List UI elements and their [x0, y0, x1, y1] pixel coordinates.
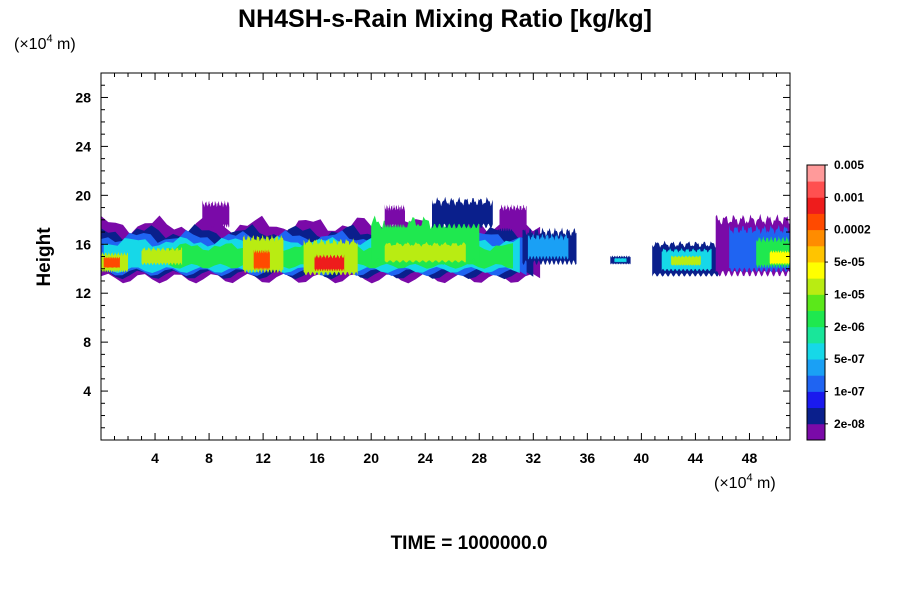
colorbar-swatch: [807, 326, 825, 344]
cloud-contour: [671, 255, 701, 266]
colorbar-swatch: [807, 294, 825, 311]
colorbar-label: 5e-05: [834, 255, 865, 269]
x-tick-label: 16: [309, 450, 325, 466]
colorbar-label: 0.0002: [834, 223, 871, 237]
colorbar-label: 2e-08: [834, 417, 865, 431]
y-tick-label: 16: [75, 236, 91, 252]
cloud-contour: [432, 196, 493, 229]
chart-title: NH4SH-s-Rain Mixing Ratio [kg/kg]: [238, 5, 652, 33]
colorbar-swatch: [807, 423, 825, 441]
x-tick-label: 44: [688, 450, 704, 466]
colorbar-swatch: [807, 359, 825, 376]
cloud-contour: [103, 256, 120, 269]
colorbar-swatch: [807, 229, 825, 247]
colorbar-swatch: [807, 310, 825, 328]
colorbar-swatch: [807, 213, 825, 231]
cloud-contour: [499, 204, 527, 232]
colorbar-label: 2e-06: [834, 320, 865, 334]
colorbar-swatch: [807, 262, 825, 279]
colorbar-swatch: [807, 407, 825, 425]
cloud-contour: [202, 200, 230, 228]
colorbar-swatch: [807, 181, 825, 198]
x-tick-label: 12: [255, 450, 271, 466]
colorbar: 2e-08 1e-07 5e-07 2e-06 1e-05 5e-05 0.0002 0.00…: [806, 158, 871, 441]
x-tick-label: 28: [471, 450, 487, 466]
y-tick-label: 12: [75, 285, 91, 301]
x-tick-label: 8: [205, 450, 213, 466]
colorbar-label: 0.005: [834, 158, 864, 172]
x-tick-label: 36: [580, 450, 596, 466]
colorbar-swatch: [807, 391, 825, 409]
x-tick-label: 4: [151, 450, 159, 466]
cloud-contour: [384, 241, 466, 263]
y-tick-label: 8: [83, 334, 91, 350]
x-tick-label: 32: [526, 450, 542, 466]
colorbar-label: 1e-07: [834, 384, 865, 398]
time-label: TIME = 1000000.0: [391, 533, 548, 554]
x-tick-label: 24: [417, 450, 433, 466]
cloud-contour: [384, 204, 405, 228]
colorbar-label: 0.001: [834, 190, 864, 204]
colorbar-swatch: [807, 375, 825, 392]
x-axis-multiplier: (×104 m): [714, 472, 776, 492]
cloud-contour: [141, 246, 183, 266]
colorbar-frame: [806, 164, 826, 441]
colorbar-swatch: [807, 342, 825, 360]
y-axis-ticks: 4 8 12 16 20 24 28: [75, 84, 790, 429]
mixing-ratio-field: [101, 196, 790, 284]
x-tick-label: 48: [742, 450, 758, 466]
x-tick-label: 20: [363, 450, 379, 466]
cloud-contour: [614, 257, 627, 263]
cloud-contour: [527, 233, 569, 260]
colorbar-swatch: [807, 245, 825, 263]
y-tick-label: 28: [75, 89, 91, 105]
colorbar-swatch: [807, 197, 825, 214]
colorbar-label: 5e-07: [834, 352, 865, 366]
cloud-contour: [769, 249, 790, 265]
colorbar-label: 1e-05: [834, 287, 865, 301]
y-tick-label: 20: [75, 187, 91, 203]
y-axis-label: Height: [34, 227, 55, 287]
colorbar-swatch: [807, 278, 825, 295]
cloud-contour: [253, 249, 270, 270]
x-axis-ticks: 4 8 12 16 20 24 28 32 36 40 44 48: [114, 73, 777, 466]
cloud-contour: [314, 254, 345, 272]
colorbar-swatch: [807, 165, 825, 182]
y-tick-label: 4: [83, 383, 91, 399]
y-axis-multiplier: (×104 m): [14, 33, 76, 53]
y-tick-label: 24: [75, 138, 91, 154]
x-tick-label: 40: [634, 450, 650, 466]
